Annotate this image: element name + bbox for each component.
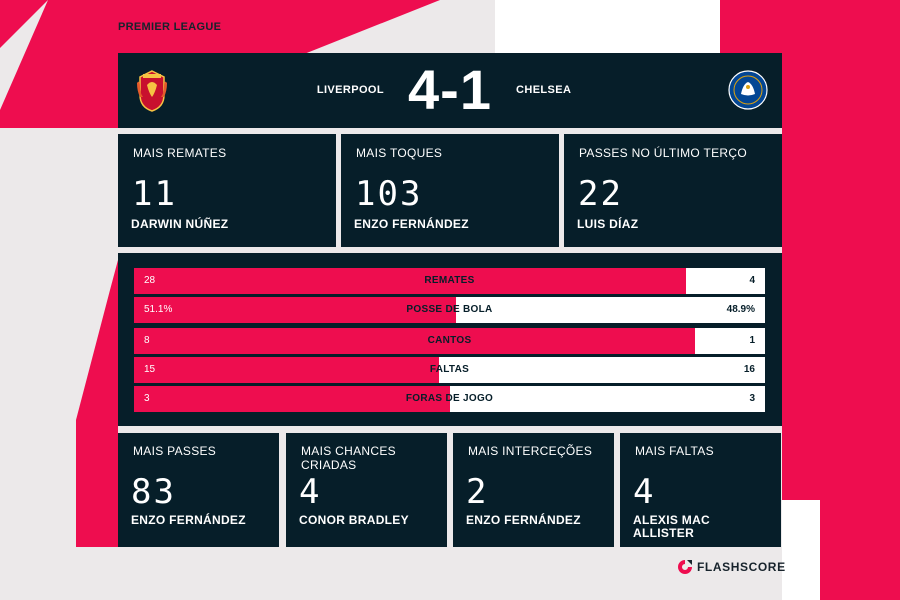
card-player: ALEXIS MAC ALLISTER [633,513,711,540]
card-value: 11 [132,174,177,214]
top-card-shots: MAIS REMATES 11 DARWIN NÚÑEZ [118,134,336,247]
card-value: 22 [578,174,623,214]
stat-label: REMATES [424,275,475,286]
bottom-card-interceptions: MAIS INTERCEÇÕES 2 ENZO FERNÁNDEZ [453,433,614,547]
stat-away-value: 4 [749,275,755,286]
card-title: MAIS FALTAS [635,444,714,458]
card-title: PASSES NO ÚLTIMO TERÇO [579,146,747,160]
stat-away-value: 3 [749,393,755,404]
card-title: MAIS CHANCES CRIADAS [301,444,396,472]
flashscore-logo-icon [678,560,692,574]
match-score: 4-1 [408,58,492,121]
stat-home-value: 15 [144,364,156,375]
card-player: DARWIN NÚÑEZ [131,217,229,231]
card-player: ENZO FERNÁNDEZ [354,217,469,231]
stat-home-value: 51.1% [144,304,173,315]
stat-label: CANTOS [427,335,472,346]
stat-home-value: 28 [144,275,156,286]
card-value: 83 [131,472,176,512]
stat-home-bar [134,386,450,412]
stat-row-shots: 28 REMATES 4 [134,268,765,294]
stat-home-bar [134,297,456,323]
bottom-card-chances-created: MAIS CHANCES CRIADAS 4 CONOR BRADLEY [286,433,447,547]
card-player: LUIS DÍAZ [577,217,639,231]
stat-label: FALTAS [429,364,470,375]
score-header: LIVERPOOL 4-1 CHELSEA [118,53,782,128]
stat-home-bar [134,357,439,383]
bottom-card-passes: MAIS PASSES 83 ENZO FERNÁNDEZ [118,433,279,547]
stat-label: FORAS DE JOGO [405,393,494,404]
top-card-final-third-passes: PASSES NO ÚLTIMO TERÇO 22 LUIS DÍAZ [564,134,782,247]
stat-home-bar [134,328,695,354]
competition-label: PREMIER LEAGUE [118,21,222,33]
stat-row-corners: 8 CANTOS 1 [134,328,765,354]
brand-name: FLASHSCORE [697,560,786,574]
stat-row-possession: 51.1% POSSE DE BOLA 48.9% [134,297,765,323]
stat-home-value: 3 [144,393,150,404]
away-team-name: CHELSEA [516,84,572,96]
stat-away-value: 16 [743,364,755,375]
card-title: MAIS INTERCEÇÕES [468,444,593,458]
stats-comparison: 28 REMATES 4 51.1% POSSE DE BOLA 48.9% 8… [118,253,782,426]
home-team-name: LIVERPOOL [316,84,384,96]
card-value: 103 [355,174,423,214]
stat-row-fouls: 15 FALTAS 16 [134,357,765,383]
brand-logo: FLASHSCORE [677,558,786,576]
top-card-touches: MAIS TOQUES 103 ENZO FERNÁNDEZ [341,134,559,247]
chelsea-crest-icon [728,70,768,110]
card-player: ENZO FERNÁNDEZ [131,513,246,527]
card-value: 2 [466,472,489,512]
stat-home-value: 8 [144,335,150,346]
stat-away-value: 48.9% [726,304,755,315]
stat-home-bar [134,268,686,294]
card-value: 4 [633,472,656,512]
stat-row-offsides: 3 FORAS DE JOGO 3 [134,386,765,412]
liverpool-crest-icon [137,70,167,112]
card-title: MAIS TOQUES [356,146,443,160]
stat-label: POSSE DE BOLA [406,304,493,315]
card-player: CONOR BRADLEY [299,513,409,527]
card-title: MAIS REMATES [133,146,227,160]
card-player: ENZO FERNÁNDEZ [466,513,581,527]
stat-away-value: 1 [749,335,755,346]
bottom-card-fouls: MAIS FALTAS 4 ALEXIS MAC ALLISTER [620,433,781,547]
card-title: MAIS PASSES [133,444,217,458]
card-value: 4 [299,472,322,512]
